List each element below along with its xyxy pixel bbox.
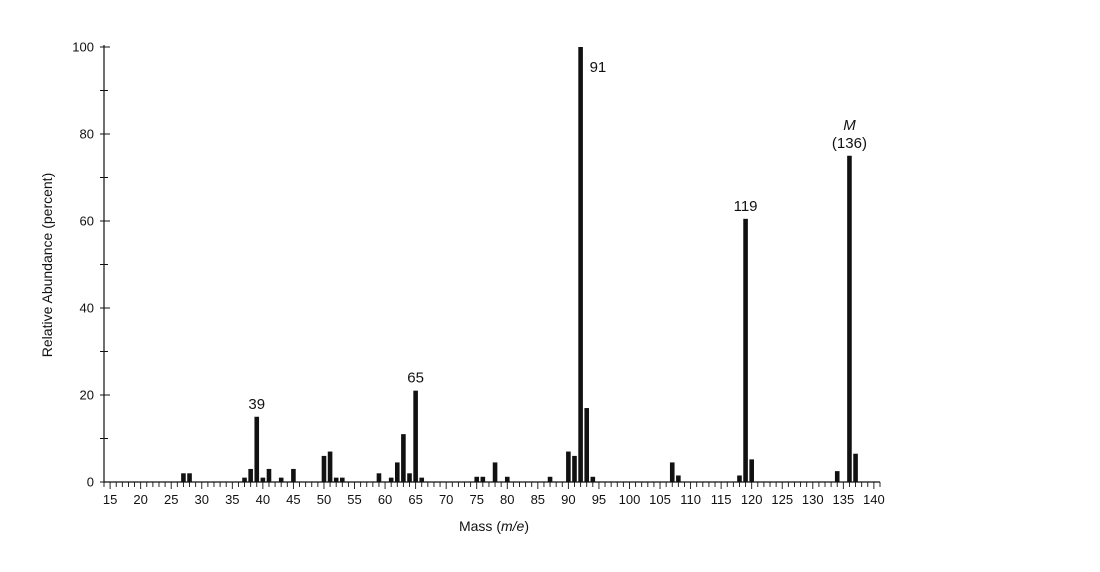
x-tick-label: 115 — [711, 492, 732, 507]
x-axis-title-italic: m/e — [501, 518, 525, 534]
x-tick-label: 140 — [863, 492, 885, 507]
bar-mz-137 — [853, 453, 858, 482]
x-tick-label: 55 — [347, 492, 361, 507]
x-tick-label: 90 — [561, 492, 575, 507]
bar-mz-53 — [339, 477, 345, 482]
bar-mz-27 — [181, 473, 186, 482]
peak-label: (136) — [832, 135, 867, 152]
x-tick-label: 65 — [408, 492, 422, 507]
x-tick-label: 45 — [286, 492, 300, 507]
bar-mz-52 — [333, 477, 339, 482]
peak-label: 65 — [407, 370, 424, 387]
y-axis-title: Relative Abundance (percent) — [39, 173, 55, 357]
bar-mz-66 — [419, 477, 425, 482]
bar-mz-28 — [187, 473, 192, 482]
x-tick-label: 35 — [225, 492, 239, 507]
bar-mz-91 — [572, 455, 577, 482]
x-ticks-group: 15 20 25 30 35 40 45 50 55 60 65 70 75 80 85 90 95 100 105… — [103, 482, 885, 507]
bar-mz-80 — [504, 476, 510, 482]
x-tick-label: 130 — [802, 492, 824, 507]
y-tick-label: 80 — [80, 127, 94, 142]
bar-mz-63 — [401, 434, 406, 482]
bar-mz-45 — [291, 468, 296, 482]
bar-mz-38 — [248, 468, 253, 482]
bar-mz-62 — [394, 462, 400, 482]
bar-mz-51 — [327, 451, 333, 482]
bar-mz-93 — [584, 408, 590, 482]
x-tick-label: 75 — [469, 492, 483, 507]
bar-mz-119 — [743, 218, 748, 482]
x-axis-title-suffix: ) — [524, 518, 529, 534]
bar-mz-108 — [676, 475, 681, 482]
x-tick-label: 80 — [500, 492, 514, 507]
y-ticks-group: 0 20 40 60 80 100 — [72, 40, 110, 490]
x-tick-label: 50 — [317, 492, 331, 507]
x-tick-label: 125 — [771, 492, 793, 507]
bar-mz-50 — [321, 455, 327, 482]
bar-mz-134 — [834, 471, 840, 482]
peak-label: 39 — [248, 396, 265, 413]
x-tick-label: 85 — [531, 492, 545, 507]
bar-mz-59 — [376, 473, 382, 482]
x-tick-label: 70 — [439, 492, 453, 507]
x-axis-title: Mass (m/e) — [459, 518, 529, 534]
bar-mz-37 — [242, 477, 247, 482]
y-tick-label: 0 — [87, 475, 94, 490]
bar-mz-92 — [578, 47, 583, 482]
bar-mz-118 — [737, 475, 742, 482]
bar-mz-75 — [474, 476, 480, 482]
x-tick-label: 20 — [133, 492, 147, 507]
bar-mz-65 — [413, 390, 418, 482]
x-tick-label: 135 — [832, 492, 854, 507]
bar-mz-94 — [590, 476, 596, 482]
peak-label: 91 — [590, 59, 607, 76]
peak-labels-group: 39 65 91 119 (136)M — [248, 59, 867, 413]
x-tick-label: 30 — [195, 492, 209, 507]
bar-mz-39 — [254, 416, 260, 482]
y-tick-label: 40 — [80, 301, 94, 316]
bar-mz-78 — [492, 462, 498, 482]
bar-mz-107 — [669, 462, 675, 482]
bar-mz-40 — [260, 477, 266, 482]
bar-mz-43 — [278, 477, 284, 482]
axes-group — [103, 45, 880, 483]
x-tick-label: 100 — [619, 492, 641, 507]
x-tick-label: 15 — [103, 492, 117, 507]
x-tick-label: 25 — [164, 492, 178, 507]
x-tick-label: 95 — [592, 492, 606, 507]
x-tick-label: 110 — [680, 492, 701, 507]
x-axis-title-prefix: Mass ( — [459, 518, 501, 534]
bar-mz-87 — [547, 476, 553, 482]
bars-group — [181, 47, 858, 482]
x-tick-label: 60 — [378, 492, 392, 507]
bar-mz-136 — [847, 155, 852, 482]
y-tick-label: 100 — [72, 40, 94, 55]
x-tick-label: 120 — [741, 492, 763, 507]
peak-label: 119 — [734, 198, 758, 215]
bar-mz-76 — [480, 476, 486, 482]
bar-mz-64 — [407, 473, 412, 482]
bar-mz-41 — [266, 468, 272, 482]
y-tick-label: 60 — [80, 214, 94, 229]
bar-mz-120 — [749, 459, 754, 482]
molecular-ion-label: M — [843, 117, 856, 134]
y-tick-label: 20 — [80, 388, 94, 403]
bar-mz-61 — [388, 477, 394, 482]
bar-mz-90 — [566, 451, 571, 482]
x-tick-label: 40 — [256, 492, 270, 507]
x-tick-label: 105 — [649, 492, 671, 507]
